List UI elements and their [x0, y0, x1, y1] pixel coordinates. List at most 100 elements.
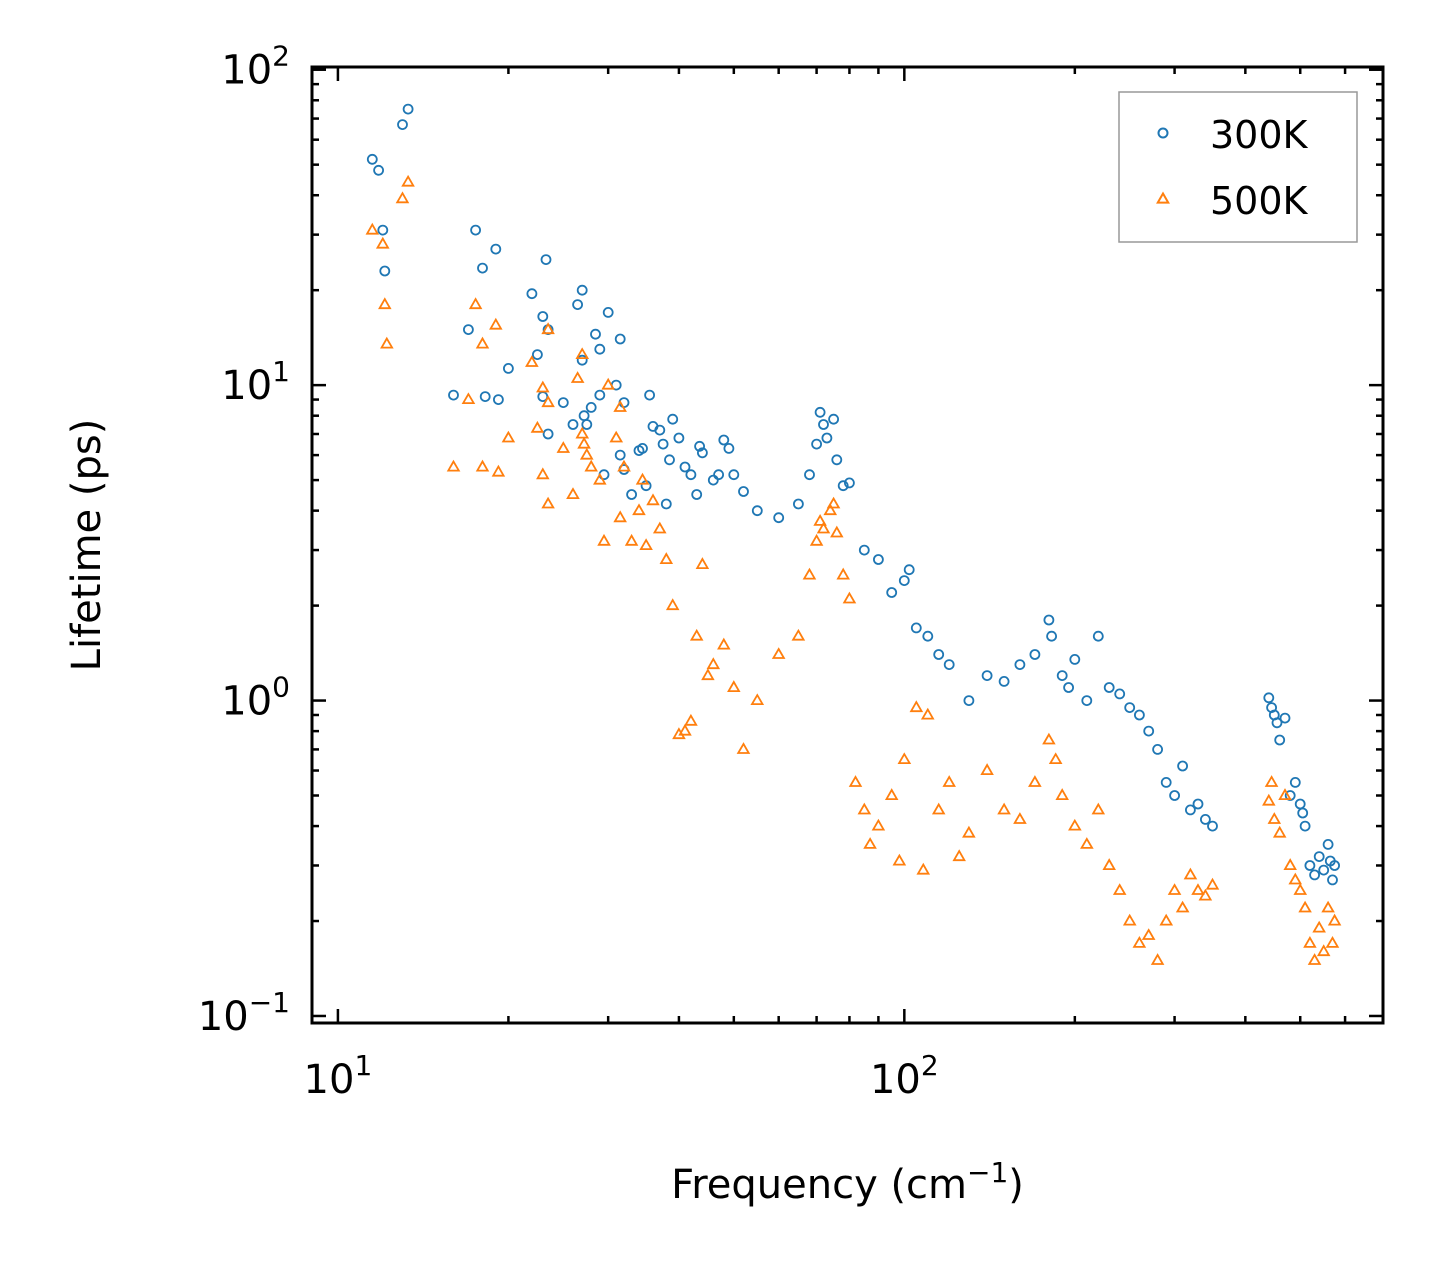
- data-point-500k-64: [836, 567, 850, 580]
- data-point-300k-64: [793, 498, 804, 510]
- data-point-300k-35: [614, 333, 626, 345]
- data-point-500k-8: [468, 297, 483, 310]
- data-point-300k-79: [910, 622, 922, 634]
- data-point-300k-24: [576, 284, 588, 296]
- x-tick-label-0-exp: 1: [354, 1049, 372, 1082]
- data-point-500k-5: [401, 174, 415, 187]
- data-point-500k-98: [1175, 900, 1190, 913]
- data-point-500k-86: [1055, 788, 1069, 800]
- data-point-300k-100: [1152, 744, 1163, 755]
- y-tick-label-3-exp: 2: [272, 40, 290, 73]
- legend: 300K 500K: [1118, 91, 1358, 243]
- data-point-500k-18: [541, 322, 555, 335]
- data-point-500k-25: [575, 426, 590, 439]
- data-point-300k-10: [479, 391, 491, 403]
- data-point-300k-98: [1134, 709, 1145, 721]
- data-point-300k-104: [1185, 804, 1196, 816]
- data-point-500k-116: [1321, 900, 1335, 913]
- data-point-500k-91: [1112, 883, 1127, 895]
- data-point-300k-126: [1329, 860, 1340, 871]
- data-point-500k-103: [1262, 793, 1276, 806]
- data-point-500k-21: [556, 441, 571, 453]
- data-point-300k-66: [811, 438, 822, 450]
- data-point-500k-29: [593, 472, 607, 485]
- data-point-500k-17: [541, 395, 555, 408]
- x-tick-label-1-base: 10: [870, 1057, 921, 1103]
- data-point-500k-112: [1303, 935, 1317, 948]
- legend-label-500k: 500K: [1210, 179, 1309, 223]
- data-point-300k-5: [402, 103, 414, 115]
- data-point-500k-59: [813, 513, 827, 526]
- data-point-300k-80: [922, 630, 934, 642]
- data-point-300k-57: [713, 469, 724, 481]
- y-tick-label-0: 10−1: [198, 986, 290, 1040]
- data-point-500k-20: [541, 496, 555, 509]
- data-point-300k-62: [751, 505, 763, 517]
- data-point-300k-54: [694, 440, 705, 452]
- data-point-300k-106: [1200, 814, 1211, 825]
- data-point-300k-120: [1309, 869, 1320, 881]
- data-point-500k-32: [609, 430, 624, 443]
- data-point-500k-42: [659, 552, 674, 564]
- y-tick-label-3-base: 10: [221, 48, 272, 94]
- x-tick-label-1: 102: [870, 1049, 939, 1103]
- data-point-300k-30: [594, 389, 606, 401]
- data-point-300k-105: [1192, 798, 1204, 810]
- data-point-300k-45: [654, 424, 666, 436]
- data-point-500k-23: [570, 371, 585, 383]
- data-point-300k-48: [664, 454, 675, 466]
- data-point-500k-58: [809, 533, 824, 546]
- data-point-300k-51: [679, 461, 691, 473]
- data-point-500k-44: [672, 727, 686, 740]
- data-point-500k-54: [750, 693, 765, 705]
- data-point-300k-31: [594, 343, 606, 355]
- data-point-300k-41: [637, 442, 648, 454]
- data-point-500k-27: [579, 447, 594, 460]
- data-point-300k-9: [477, 262, 488, 274]
- data-point-300k-53: [691, 489, 703, 500]
- data-point-300k-14: [526, 288, 538, 300]
- data-point-300k-113: [1279, 712, 1291, 724]
- data-point-500k-97: [1167, 883, 1182, 895]
- data-point-500k-105: [1267, 812, 1282, 824]
- data-point-300k-82: [943, 659, 955, 670]
- data-point-500k-7: [461, 392, 476, 405]
- data-point-500k-109: [1288, 872, 1303, 885]
- data-point-500k-31: [601, 377, 615, 390]
- data-point-300k-11: [490, 243, 502, 255]
- y-tick-label-1: 100: [221, 671, 290, 725]
- data-point-300k-2: [377, 224, 389, 236]
- data-point-300k-63: [773, 512, 785, 524]
- legend-marker-triangle: [1156, 191, 1170, 204]
- data-point-300k-52: [685, 469, 697, 481]
- data-point-500k-16: [536, 380, 550, 393]
- data-point-500k-36: [624, 533, 639, 546]
- data-point-500k-14: [525, 355, 539, 367]
- data-point-300k-65: [804, 469, 815, 481]
- data-point-300k-108: [1263, 692, 1275, 704]
- data-point-300k-50: [673, 432, 685, 444]
- data-point-500k-35: [617, 459, 631, 472]
- data-point-500k-63: [830, 525, 844, 538]
- data-point-300k-70: [828, 413, 839, 425]
- y-tick-label-3: 102: [221, 40, 290, 94]
- data-point-300k-122: [1318, 864, 1330, 876]
- data-point-500k-117: [1325, 935, 1340, 948]
- x-tick-label-1-exp: 2: [921, 1049, 939, 1082]
- data-point-500k-37: [632, 503, 646, 516]
- data-point-300k-20: [542, 428, 554, 440]
- data-point-300k-58: [718, 434, 730, 446]
- data-point-500k-90: [1102, 858, 1116, 870]
- data-point-500k-55: [771, 647, 786, 659]
- data-point-500k-101: [1198, 888, 1213, 901]
- data-point-300k-119: [1304, 860, 1316, 871]
- data-point-500k-113: [1307, 953, 1322, 965]
- data-point-300k-23: [572, 299, 583, 311]
- data-point-500k-70: [884, 788, 899, 800]
- y-axis-title: Lifetime (ps): [64, 419, 110, 672]
- data-point-300k-13: [502, 362, 514, 374]
- plot-frame: [310, 65, 1385, 1025]
- x-axis-title-end: ): [1008, 1162, 1024, 1208]
- data-point-500k-11: [489, 317, 503, 330]
- y-tick-label-1-exp: 0: [272, 671, 290, 704]
